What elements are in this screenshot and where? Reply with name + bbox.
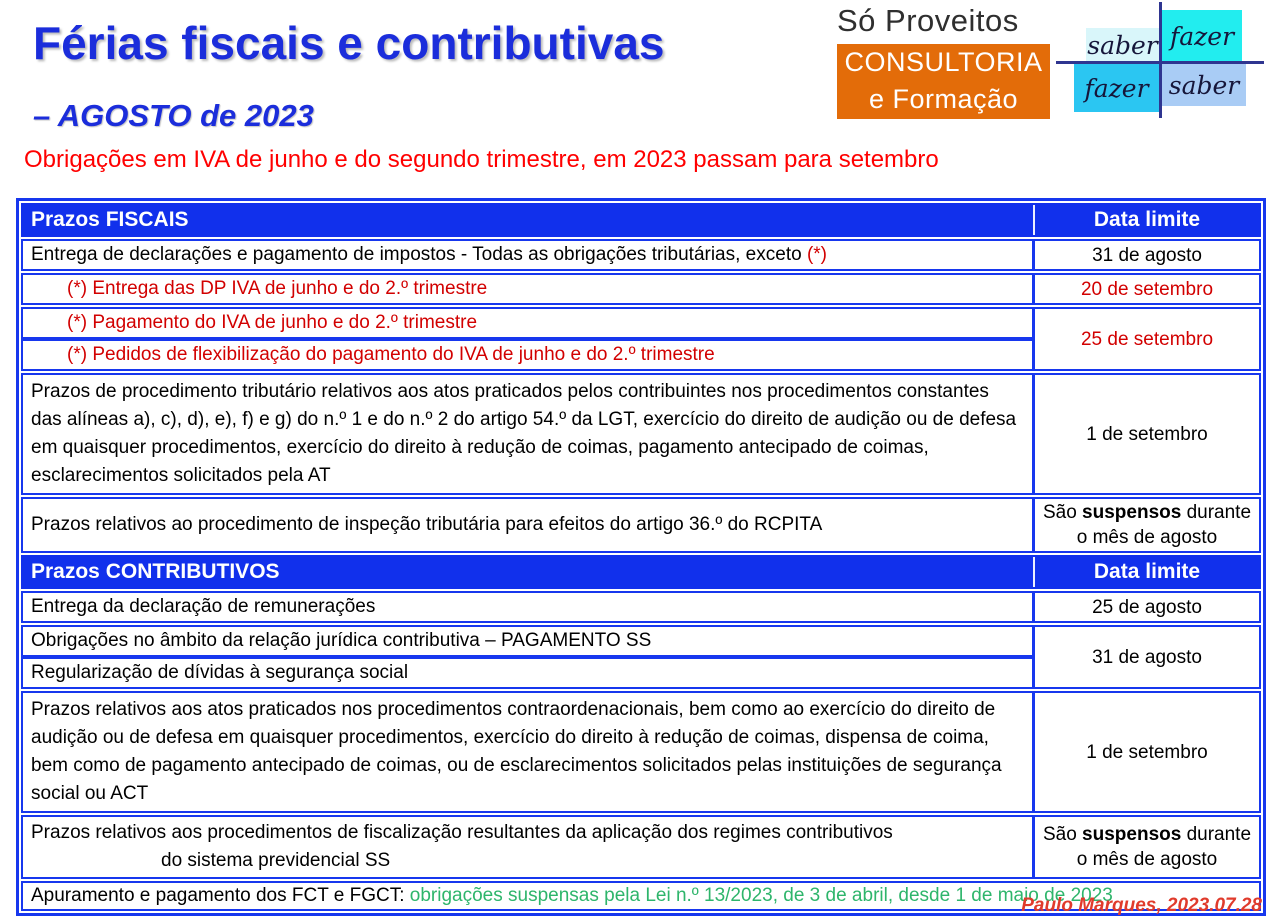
- table-row-fiscal1: Entrega de declarações e pagamento de im…: [21, 239, 1261, 271]
- row-deadline: 25 de agosto: [1092, 596, 1202, 618]
- row-group-left: Obrigações no âmbito da relação jurídica…: [23, 627, 1035, 687]
- row-group-left: (*) Pagamento do IVA de junho e do 2.º t…: [23, 309, 1035, 369]
- row-text: Prazos relativos aos procedimentos de fi…: [23, 817, 1035, 877]
- table-row-group-fiscal3: (*) Pagamento do IVA de junho e do 2.º t…: [21, 307, 1261, 371]
- row-text: (*) Pagamento do IVA de junho e do 2.º t…: [67, 312, 478, 333]
- row-separator: [23, 655, 1032, 659]
- row-text-full-width: Apuramento e pagamento dos FCT e FGCT: o…: [31, 885, 1113, 906]
- row-deadline-shared: 31 de agosto: [1092, 646, 1202, 668]
- notice-text: Obrigações em IVA de junho e do segundo …: [24, 146, 939, 173]
- motto-quadrant-top-right: fazer: [1162, 10, 1242, 62]
- section-header-label: Prazos FISCAIS: [23, 205, 1035, 235]
- row-text: Regularização de dívidas à segurança soc…: [31, 662, 409, 683]
- logo-company-name: Só Proveitos: [837, 3, 1019, 38]
- table-row-contrib1: Entrega da declaração de remunerações 25…: [21, 591, 1261, 623]
- row-text: Obrigações no âmbito da relação jurídica…: [31, 630, 652, 651]
- suspended-obligations-note: obrigações suspensas pela Lei n.º 13/202…: [409, 885, 1113, 906]
- row-text: Prazos relativos aos atos praticados nos…: [23, 693, 1035, 811]
- table-row-fiscal4: Prazos de procedimento tributário relati…: [21, 373, 1261, 495]
- row-deadline: 20 de setembro: [1080, 278, 1214, 300]
- row-deadline: São suspensos durante o mês de agosto: [1042, 502, 1252, 548]
- section-header-contributivos: Prazos CONTRIBUTIVOS Data limite: [21, 555, 1261, 589]
- row-deadline: 1 de setembro: [1086, 741, 1208, 763]
- motto-quadrant-bottom-right: saber: [1162, 64, 1246, 106]
- row-separator: [23, 337, 1032, 341]
- logo-box-line1: CONSULTORIA: [844, 47, 1043, 77]
- table-row-contrib5: Apuramento e pagamento dos FCT e FGCT: o…: [21, 881, 1261, 911]
- asterisk-marker: (*): [806, 244, 828, 265]
- column-header-deadline: Data limite: [1093, 560, 1201, 583]
- row-text: Entrega da declaração de remunerações: [23, 593, 1035, 621]
- deadlines-table: Prazos FISCAIS Data limite Entrega de de…: [16, 198, 1266, 916]
- table-row-fiscal5: Prazos relativos ao procedimento de insp…: [21, 497, 1261, 553]
- section-header-fiscal: Prazos FISCAIS Data limite: [21, 203, 1261, 237]
- section-header-label: Prazos CONTRIBUTIVOS: [23, 557, 1035, 587]
- motto-cross-horizontal-line: [1056, 61, 1264, 64]
- table-row-fiscal2: (*) Entrega das DP IVA de junho e do 2.º…: [21, 273, 1261, 305]
- motto-quadrant-bottom-left: fazer: [1074, 64, 1159, 112]
- logo-box-line2: e Formação: [868, 84, 1019, 114]
- row-text: Prazos de procedimento tributário relati…: [23, 375, 1035, 493]
- row-text: Prazos relativos ao procedimento de insp…: [23, 499, 1035, 551]
- motto-quadrant-top-left: saber: [1086, 28, 1159, 62]
- page-subtitle: – AGOSTO de 2023: [33, 98, 314, 133]
- logo-box: CONSULTORIA e Formação: [837, 44, 1050, 119]
- table-row-group-contrib2: Obrigações no âmbito da relação jurídica…: [21, 625, 1261, 689]
- logo-motto-grid: saber fazer fazer saber: [1056, 2, 1264, 120]
- row-deadline: 1 de setembro: [1086, 423, 1208, 445]
- row-deadline-shared: 25 de setembro: [1080, 328, 1214, 350]
- row-text: Entrega de declarações e pagamento de im…: [23, 241, 1035, 269]
- row-deadline: 31 de agosto: [1092, 244, 1202, 266]
- credit: Paulo Marques, 2023.07.28: [1021, 895, 1262, 916]
- motto-cross-vertical-line: [1159, 2, 1162, 118]
- table-row-contrib4: Prazos relativos aos procedimentos de fi…: [21, 815, 1261, 879]
- column-header-deadline: Data limite: [1093, 208, 1201, 231]
- page-title: Férias fiscais e contributivas: [33, 17, 665, 69]
- table-row-contrib3: Prazos relativos aos atos praticados nos…: [21, 691, 1261, 813]
- row-text: (*) Entrega das DP IVA de junho e do 2.º…: [23, 275, 1035, 303]
- row-text: (*) Pedidos de flexibilização do pagamen…: [67, 344, 715, 365]
- row-deadline: São suspensos durante o mês de agosto: [1042, 824, 1252, 870]
